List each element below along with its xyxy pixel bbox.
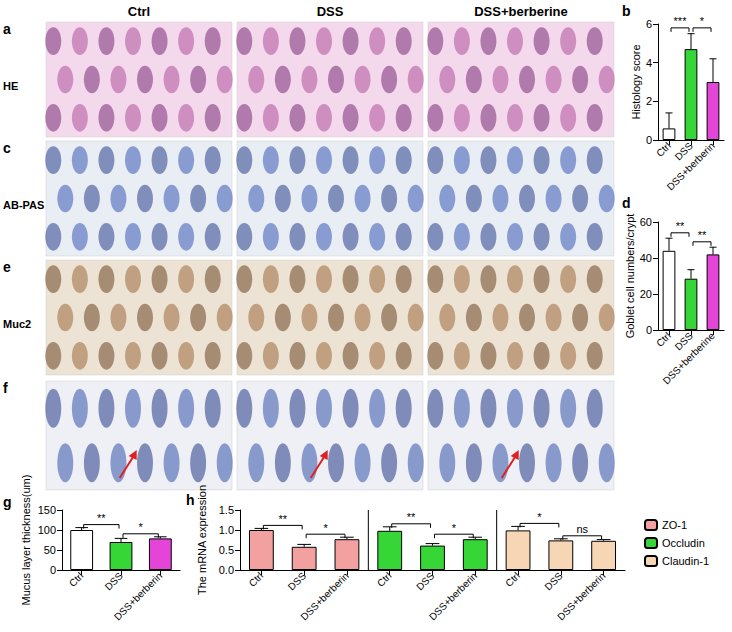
svg-text:*: * — [700, 15, 705, 27]
svg-text:c: c — [3, 140, 11, 156]
svg-text:**: ** — [278, 513, 287, 525]
svg-text:Ctrl: Ctrl — [503, 570, 522, 589]
svg-text:Ctrl: Ctrl — [375, 570, 394, 589]
svg-text:*: * — [323, 522, 328, 534]
svg-text:AB-PAS: AB-PAS — [3, 199, 44, 211]
svg-text:60: 60 — [640, 216, 652, 228]
svg-text:Ctrl: Ctrl — [128, 4, 150, 19]
svg-text:0: 0 — [50, 564, 56, 576]
svg-text:*: * — [139, 521, 144, 533]
svg-text:20: 20 — [640, 288, 652, 300]
svg-text:DSS+berberine: DSS+berberine — [661, 330, 718, 387]
svg-text:Histology score: Histology score — [630, 44, 642, 119]
svg-text:DSS: DSS — [414, 570, 437, 593]
svg-text:0: 0 — [646, 324, 652, 336]
svg-text:Claudin-1: Claudin-1 — [662, 555, 709, 567]
svg-text:40: 40 — [640, 252, 652, 264]
svg-text:a: a — [3, 21, 11, 37]
svg-text:4: 4 — [646, 57, 652, 69]
svg-text:DSS: DSS — [542, 570, 565, 593]
svg-text:HE: HE — [3, 80, 18, 92]
svg-text:e: e — [3, 259, 11, 275]
svg-text:Ctrl: Ctrl — [654, 330, 673, 349]
svg-text:f: f — [3, 380, 8, 396]
svg-text:DSS+berberin: DSS+berberin — [555, 570, 607, 622]
svg-text:0: 0 — [646, 134, 652, 146]
svg-text:Ctrl: Ctrl — [654, 140, 673, 159]
svg-text:DSS+berberine: DSS+berberine — [474, 4, 568, 19]
svg-text:150: 150 — [38, 504, 56, 516]
svg-text:DSS: DSS — [317, 4, 344, 19]
svg-text:0.5: 0.5 — [219, 544, 234, 556]
svg-text:g: g — [3, 494, 12, 510]
svg-text:b: b — [622, 3, 631, 19]
svg-text:0.0: 0.0 — [219, 564, 234, 576]
svg-text:*: * — [537, 511, 542, 523]
svg-text:The mRNA expression: The mRNA expression — [196, 485, 208, 595]
svg-text:1.0: 1.0 — [219, 524, 234, 536]
svg-text:Ctrl: Ctrl — [247, 570, 266, 589]
svg-text:2: 2 — [646, 95, 652, 107]
svg-text:Ctrl: Ctrl — [67, 570, 86, 589]
svg-text:6: 6 — [646, 18, 652, 30]
svg-text:ZO-1: ZO-1 — [662, 519, 687, 531]
svg-text:Mucus layer thickness(um): Mucus layer thickness(um) — [20, 475, 32, 606]
svg-text:DSS+berberin: DSS+berberin — [665, 140, 717, 192]
svg-text:DSS: DSS — [286, 570, 309, 593]
svg-text:**: ** — [97, 512, 106, 524]
svg-text:100: 100 — [38, 524, 56, 536]
svg-text:50: 50 — [44, 544, 56, 556]
svg-text:***: *** — [674, 15, 688, 27]
svg-text:Goblet cell numbers/crypt: Goblet cell numbers/crypt — [624, 214, 636, 339]
svg-text:DSS+berberin: DSS+berberin — [112, 570, 164, 622]
svg-text:**: ** — [676, 220, 685, 232]
svg-text:ns: ns — [576, 523, 588, 535]
svg-text:DSS+berberin: DSS+berberin — [299, 570, 351, 622]
svg-text:d: d — [622, 195, 631, 211]
svg-text:Occludin: Occludin — [662, 537, 705, 549]
svg-text:1.5: 1.5 — [219, 504, 234, 516]
svg-text:*: * — [452, 522, 457, 534]
svg-text:DSS: DSS — [103, 570, 126, 593]
svg-text:**: ** — [698, 229, 707, 241]
svg-text:h: h — [186, 492, 195, 508]
svg-text:DSS+berberin: DSS+berberin — [427, 570, 479, 622]
svg-text:**: ** — [407, 511, 416, 523]
svg-text:Muc2: Muc2 — [3, 318, 31, 330]
